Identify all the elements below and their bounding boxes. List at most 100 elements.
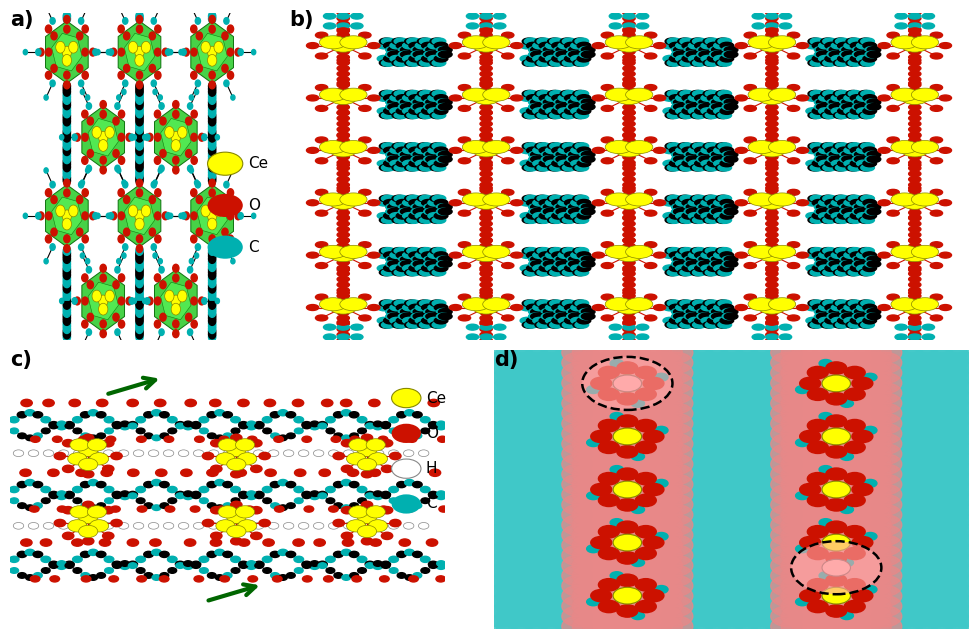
Circle shape xyxy=(828,204,842,211)
Circle shape xyxy=(886,263,899,268)
Circle shape xyxy=(698,313,712,320)
Circle shape xyxy=(379,60,392,66)
Circle shape xyxy=(721,565,757,586)
Circle shape xyxy=(54,453,66,460)
Circle shape xyxy=(409,265,422,272)
Circle shape xyxy=(814,152,827,158)
Circle shape xyxy=(496,342,532,363)
Circle shape xyxy=(537,269,550,276)
Circle shape xyxy=(159,117,166,125)
Circle shape xyxy=(45,235,52,243)
Circle shape xyxy=(561,60,575,66)
Circle shape xyxy=(541,444,577,465)
Circle shape xyxy=(165,506,175,512)
Circle shape xyxy=(191,561,200,568)
Circle shape xyxy=(511,484,547,505)
Circle shape xyxy=(136,487,146,492)
Circle shape xyxy=(155,48,160,56)
Circle shape xyxy=(593,545,629,566)
Circle shape xyxy=(929,158,942,164)
Polygon shape xyxy=(155,270,197,332)
Circle shape xyxy=(867,309,880,315)
Circle shape xyxy=(121,89,126,94)
Circle shape xyxy=(545,252,558,259)
Circle shape xyxy=(365,563,374,568)
Circle shape xyxy=(368,42,379,49)
Circle shape xyxy=(826,51,840,58)
Circle shape xyxy=(427,42,441,49)
Circle shape xyxy=(709,204,723,211)
Circle shape xyxy=(847,60,861,66)
Circle shape xyxy=(886,315,899,321)
Circle shape xyxy=(525,504,561,526)
Circle shape xyxy=(105,568,113,573)
Circle shape xyxy=(64,308,70,317)
Circle shape xyxy=(770,464,806,485)
Circle shape xyxy=(844,555,880,576)
Circle shape xyxy=(691,38,705,44)
Circle shape xyxy=(557,108,571,114)
Circle shape xyxy=(645,453,682,475)
Circle shape xyxy=(750,444,786,465)
Circle shape xyxy=(625,383,660,404)
Circle shape xyxy=(766,545,802,566)
Circle shape xyxy=(479,80,492,86)
Circle shape xyxy=(946,525,978,546)
Circle shape xyxy=(766,352,802,374)
Circle shape xyxy=(434,42,447,49)
Circle shape xyxy=(239,491,248,498)
Circle shape xyxy=(822,481,850,498)
Circle shape xyxy=(862,265,875,272)
Circle shape xyxy=(86,165,91,171)
Circle shape xyxy=(622,126,635,132)
Circle shape xyxy=(381,440,392,447)
Circle shape xyxy=(622,271,635,277)
Circle shape xyxy=(845,164,859,171)
Circle shape xyxy=(194,576,203,582)
Circle shape xyxy=(339,36,367,49)
Circle shape xyxy=(419,143,432,150)
Circle shape xyxy=(400,261,414,267)
Circle shape xyxy=(765,271,778,277)
Circle shape xyxy=(780,545,817,566)
Circle shape xyxy=(660,342,696,363)
Circle shape xyxy=(427,265,441,272)
Circle shape xyxy=(707,213,720,219)
Circle shape xyxy=(559,164,573,171)
Circle shape xyxy=(805,42,819,49)
Circle shape xyxy=(791,342,827,363)
Circle shape xyxy=(929,294,942,300)
Circle shape xyxy=(870,545,907,566)
Circle shape xyxy=(324,576,333,582)
Circle shape xyxy=(865,342,901,363)
Circle shape xyxy=(429,269,443,276)
Circle shape xyxy=(30,436,40,442)
Circle shape xyxy=(532,147,546,153)
Circle shape xyxy=(195,18,200,24)
Circle shape xyxy=(635,413,671,434)
Circle shape xyxy=(822,393,859,414)
Circle shape xyxy=(765,238,778,243)
Circle shape xyxy=(581,103,595,110)
Circle shape xyxy=(677,91,690,97)
Circle shape xyxy=(664,300,678,306)
Circle shape xyxy=(67,453,87,465)
Circle shape xyxy=(208,92,215,101)
Circle shape xyxy=(155,157,160,164)
Circle shape xyxy=(768,298,795,311)
Circle shape xyxy=(85,168,90,173)
Circle shape xyxy=(147,134,153,141)
Circle shape xyxy=(901,444,937,465)
Circle shape xyxy=(377,42,390,49)
Circle shape xyxy=(858,164,871,171)
Circle shape xyxy=(700,95,714,101)
Circle shape xyxy=(660,444,696,465)
Circle shape xyxy=(833,575,869,596)
Circle shape xyxy=(53,436,62,442)
Circle shape xyxy=(336,15,349,21)
Circle shape xyxy=(247,576,257,582)
Circle shape xyxy=(577,160,590,167)
Circle shape xyxy=(215,435,224,440)
Circle shape xyxy=(717,195,731,202)
Circle shape xyxy=(705,616,741,637)
